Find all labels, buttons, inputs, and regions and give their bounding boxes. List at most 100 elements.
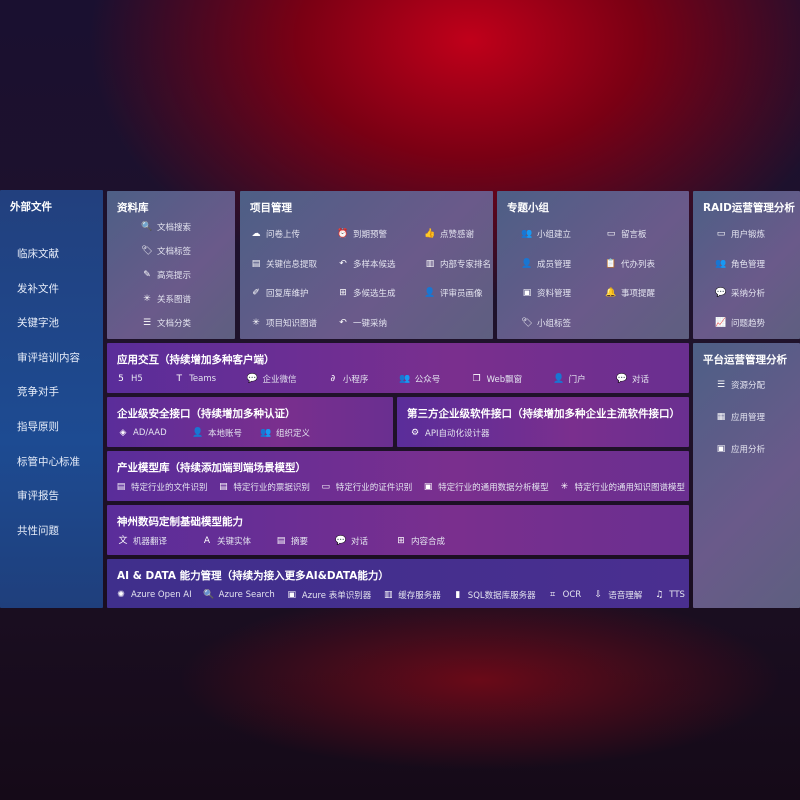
list-item[interactable]: 👤 评审员画像 [424, 287, 483, 299]
list-item[interactable]: 👤 本地账号 [192, 427, 242, 439]
list-item[interactable]: ✺ Azure Open AI [115, 589, 191, 601]
list-item[interactable]: 🔔 事项提醒 [605, 287, 655, 299]
reply-icon: ↶ [339, 258, 347, 269]
list-item[interactable]: 💬 企业微信 [246, 373, 297, 385]
list-item[interactable]: ∂ 小程序 [327, 373, 369, 385]
list-item[interactable]: 👥 角色管理 [715, 258, 765, 270]
list-item[interactable]: ❐ Web飘窗 [471, 373, 523, 385]
item-label: H5 [131, 374, 143, 384]
list-item[interactable]: ▤ 关键信息提取 [250, 258, 317, 270]
list-item[interactable]: 👤 门户 [553, 373, 586, 385]
miniprogram-icon: ∂ [330, 374, 336, 384]
chat-icon: 💬 [335, 536, 347, 546]
sidebar-item[interactable]: 指导原则 [17, 421, 59, 433]
list-item[interactable]: 文机器翻译 [117, 535, 167, 547]
list-item[interactable]: 💬 对话 [335, 535, 368, 547]
list-item[interactable]: ▣ 应用分析 [715, 443, 765, 455]
item-label: 评审员画像 [440, 289, 483, 299]
item-label: 问题趋势 [731, 318, 766, 329]
list-item[interactable]: ▭ 特定行业的证件识别 [320, 481, 412, 493]
list-item[interactable]: 👥 小组建立 [521, 228, 571, 240]
panel-title: 外部文件 [10, 201, 52, 213]
list-item[interactable]: 🔍 文档搜索 [141, 221, 191, 233]
list-item[interactable]: ✳ 关系图谱 [141, 293, 191, 305]
list-item[interactable]: ♫ TTS [653, 589, 685, 601]
item-label: 关系图谱 [157, 295, 192, 305]
list-item[interactable]: ⏰ 到期预警 [337, 228, 387, 240]
list-item[interactable]: ▮ SQL数据库服务器 [452, 589, 536, 601]
sidebar-item[interactable]: 竞争对手 [17, 386, 59, 399]
list-item[interactable]: ⚙ API自动化设计器 [409, 427, 490, 439]
list-item[interactable]: 👤 成员管理 [521, 258, 571, 270]
list-item[interactable]: ☰ 文档分类 [141, 317, 191, 329]
library-panel: 资料库 🔍 文档搜索 🏷 文档标签 ✎ 高亮提示 ✳ 关系图谱 ☰ 文档分类 [107, 191, 235, 339]
list-item[interactable]: T Teams [173, 373, 216, 385]
list-item[interactable]: ☰ 资源分配 [715, 379, 765, 391]
list-item[interactable]: ▤ 特定行业的票据识别 [217, 481, 310, 493]
list-item[interactable]: 💬 采纳分析 [715, 287, 765, 299]
item-label: 特定行业的通用数据分析模型 [438, 483, 549, 493]
list-item[interactable]: ▭ 留言板 [605, 228, 647, 240]
item-label: 点赞感谢 [440, 230, 475, 240]
list-item[interactable]: 👥 组织定义 [260, 427, 310, 439]
sidebar-item[interactable]: 发补文件 [17, 282, 59, 295]
list-item[interactable]: ⊞ 内容合成 [395, 535, 445, 547]
list-item[interactable]: 🏷 文档标签 [141, 245, 191, 257]
list-item[interactable]: ✎ 高亮提示 [141, 269, 191, 281]
list-item[interactable]: ✳ 特定行业的通用知识图谱模型 [558, 481, 685, 493]
item-label: SQL数据库服务器 [467, 591, 536, 601]
list-item[interactable]: ▤ 特定行业的文件识别 [115, 481, 208, 493]
panel-title: 神州数码定制基础模型能力 [117, 516, 243, 528]
item-label: 内容合成 [411, 537, 446, 547]
list-item[interactable]: 👍 点赞感谢 [424, 228, 474, 240]
list-item[interactable]: 👥 公众号 [399, 373, 441, 385]
item-label: 组织定义 [276, 429, 311, 439]
panel-title: RAID运营管理分析 [703, 202, 795, 214]
list-item[interactable]: ▤ 摘要 [275, 535, 308, 547]
list-item[interactable]: A 关键实体 [201, 535, 251, 547]
list-item[interactable]: ⊞ 多候选生成 [337, 287, 395, 299]
item-label: 项目知识图谱 [266, 318, 318, 329]
list-item[interactable]: 🏷 小组标签 [521, 317, 571, 329]
list-item[interactable]: 📈 问题趋势 [715, 317, 765, 329]
sidebar-item[interactable]: 审评培训内容 [17, 351, 80, 364]
html5-icon: 5 [118, 374, 124, 384]
list-item[interactable]: ☁ 问卷上传 [250, 228, 301, 240]
list-item[interactable]: ▣ 资料管理 [521, 287, 571, 299]
list-item[interactable]: 💬 对话 [616, 373, 649, 385]
list-item[interactable]: ▭ 用户锻炼 [715, 228, 765, 240]
sidebar-item[interactable]: 临床文献 [17, 248, 59, 260]
list-item[interactable]: ↶ 多样本候选 [337, 258, 396, 270]
list-item[interactable]: 5 H5 [115, 373, 143, 385]
list-item[interactable]: ▥ 缓存服务器 [382, 589, 441, 601]
sidebar-item[interactable]: 关键字池 [17, 317, 59, 330]
list-item[interactable]: ✐ 回复库维护 [250, 287, 308, 299]
item-label: 摘要 [291, 537, 309, 547]
apps-icon: ▦ [716, 412, 726, 422]
sidebar-item[interactable]: 共性问题 [17, 524, 59, 537]
list-item[interactable]: ⌗ OCR [547, 589, 581, 601]
topic-group-panel: 专题小组 👥 小组建立 ▭ 留言板 👤 成员管理 📋 代办列表 ▣ 资料管理 🔔 事项提醒 🏷 小组标签 [497, 191, 689, 339]
panel-title: 企业级安全接口（持续增加多种认证） [117, 408, 296, 420]
file-icon: ▤ [116, 482, 126, 492]
list-item[interactable]: ◈ AD/AAD [117, 427, 167, 439]
item-label: 公众号 [414, 375, 441, 385]
entity-icon: A [203, 536, 211, 546]
list-item[interactable]: ▦ 应用管理 [715, 411, 765, 423]
reply-icon: ↶ [339, 317, 347, 328]
item-row: ▤ 特定行业的文件识别 ▤ 特定行业的票据识别 ▭ 特定行业的证件识别 ▣ 特定行业的通用数据… [115, 481, 685, 493]
list-item[interactable]: ⇩ 语音理解 [592, 589, 642, 601]
list-item[interactable]: 📋 代办列表 [605, 258, 655, 270]
list-item[interactable]: ▥ 内部专家排名 [424, 258, 491, 270]
item-label: 事项提醒 [621, 289, 656, 299]
item-label: Azure Search [218, 590, 275, 600]
list-item[interactable]: ▣ 特定行业的通用数据分析模型 [422, 481, 549, 493]
list-item[interactable]: ▣ Azure 表单识别器 [286, 589, 372, 601]
sidebar-item[interactable]: 标管中心标准 [17, 455, 80, 468]
item-label: 多样本候选 [353, 259, 396, 270]
list-item[interactable]: ✳ 项目知识图谱 [250, 317, 317, 329]
list-item[interactable]: 🔍 Azure Search [203, 589, 275, 601]
list-item[interactable]: ↶ 一键采纳 [337, 317, 387, 329]
sidebar-item[interactable]: 审评报告 [17, 490, 59, 503]
item-label: 特定行业的文件识别 [131, 483, 208, 493]
